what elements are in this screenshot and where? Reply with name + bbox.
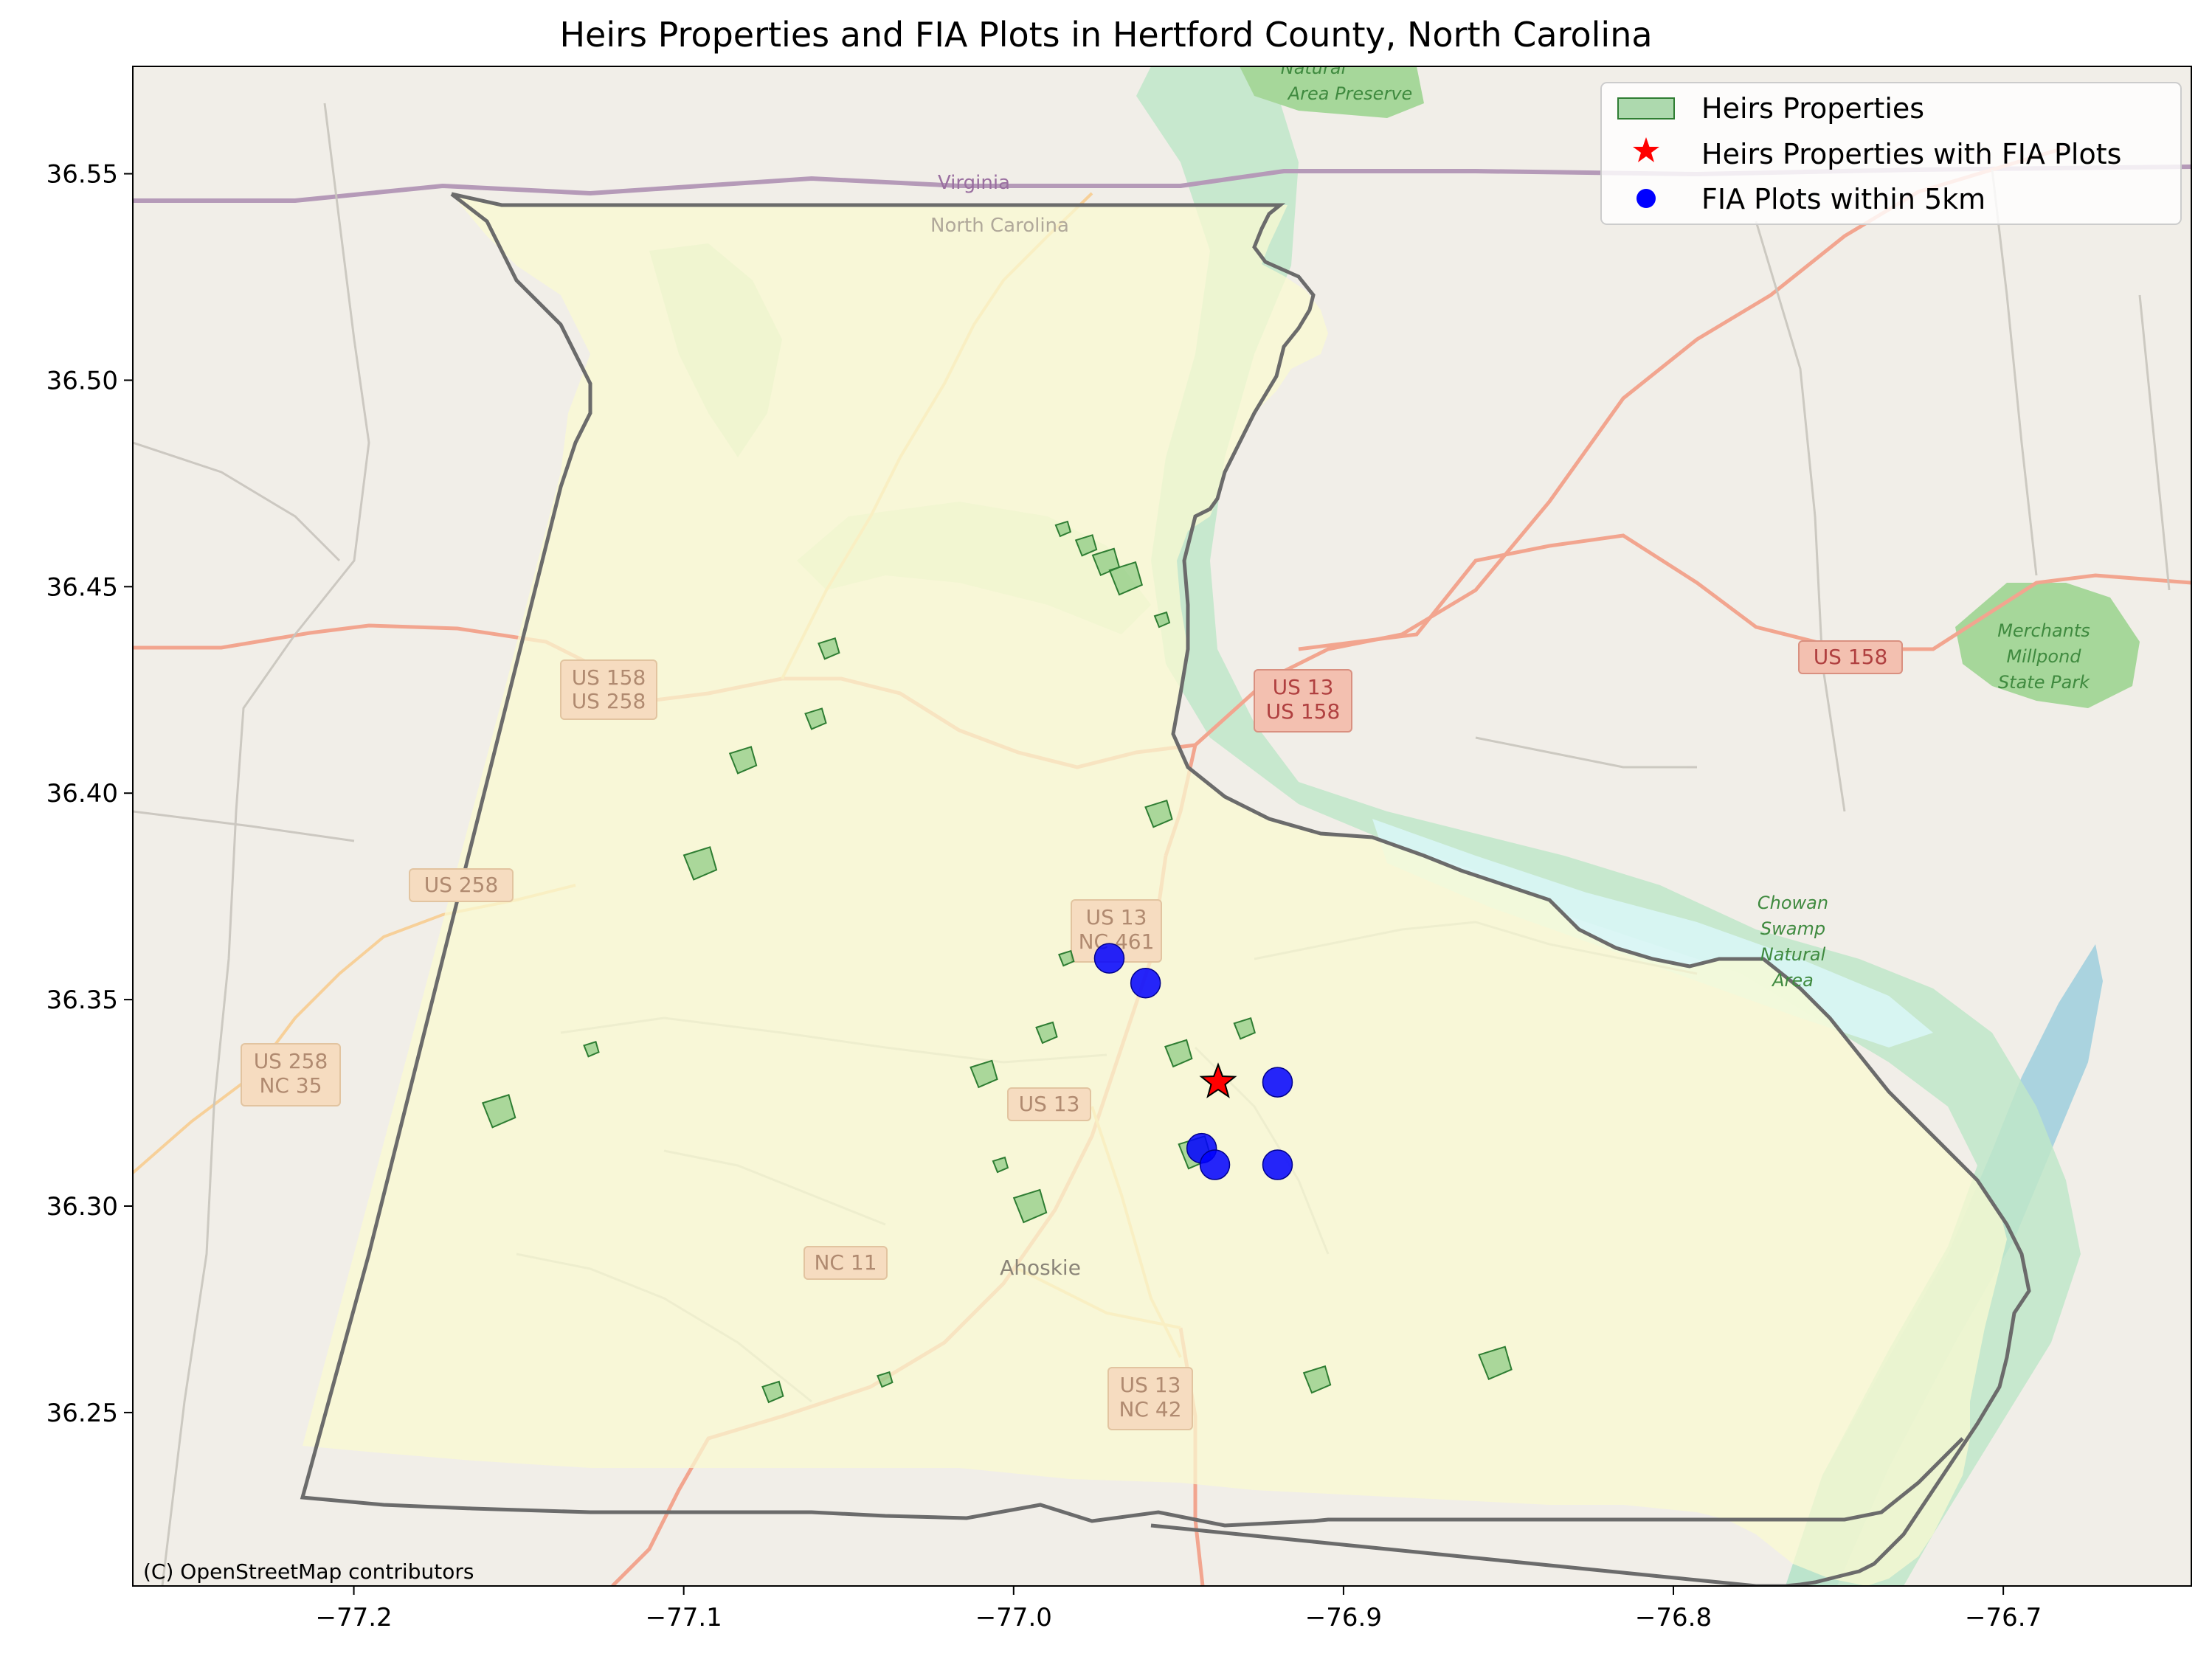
fia-plots-layer — [1093, 943, 1293, 1180]
svg-text:NC 42: NC 42 — [1119, 1397, 1181, 1421]
legend-marker-star — [1633, 137, 1659, 162]
svg-text:US 13: US 13 — [1120, 1373, 1181, 1397]
legend: Heirs Properties Heirs Properties with F… — [1600, 82, 2182, 225]
merchants-millpond-park — [1955, 583, 2140, 708]
county-boundary-south — [300, 193, 1964, 1528]
heirs-property-parcel — [1108, 561, 1144, 596]
heirs-property-parcel — [1302, 1365, 1332, 1394]
legend-label-heirs: Heirs Properties — [1701, 92, 1924, 125]
y-tick-label: 36.30 — [46, 1192, 118, 1222]
heirs-property-parcel — [992, 1156, 1009, 1174]
fia-plot-marker — [1093, 943, 1125, 974]
x-tick-label: −76.8 — [1635, 1603, 1712, 1632]
heirs-property-parcel — [804, 707, 827, 730]
merchants-park-label-3: State Park — [1998, 672, 2090, 693]
x-axis: −77.2 −77.1 −77.0 −76.9 −76.8 −76.7 — [315, 1586, 2042, 1632]
merchants-park-label-2: Millpond — [2006, 646, 2081, 667]
svg-text:US 258: US 258 — [254, 1049, 328, 1073]
svg-text:US 158: US 158 — [1266, 699, 1341, 724]
heirs-property-parcel — [877, 1371, 894, 1388]
area-preserve-label: Area Preserve — [1287, 83, 1413, 104]
fia-plot-marker — [1262, 1067, 1293, 1098]
svg-text:US 258: US 258 — [424, 873, 499, 897]
heirs-property-parcel — [1012, 1188, 1048, 1224]
heirs-property-parcel — [583, 1041, 600, 1058]
chowan-park-label-2: Swamp — [1760, 918, 1825, 939]
shield-us13-nc42: US 13 NC 42 — [1107, 1367, 1193, 1430]
y-axis: 36.25 36.30 36.35 36.40 36.45 36.50 36.55 — [46, 160, 133, 1428]
x-tick-label: −77.2 — [315, 1603, 392, 1632]
x-tick-label: −77.0 — [975, 1603, 1052, 1632]
y-tick-label: 36.55 — [46, 160, 118, 190]
ahoskie-label: Ahoskie — [1000, 1255, 1081, 1280]
shield-nc11: NC 11 — [803, 1246, 888, 1280]
virginia-label: Virginia — [938, 172, 1010, 194]
y-tick-label: 36.35 — [46, 986, 118, 1015]
area-preserve — [1240, 66, 1424, 118]
x-tick-label: −77.1 — [646, 1603, 722, 1632]
natural-label: Natural — [1281, 58, 1347, 78]
y-tick-label: 36.25 — [46, 1399, 118, 1428]
chart-title: Heirs Properties and FIA Plots in Hertfo… — [559, 15, 1653, 55]
heirs-property-parcel — [970, 1059, 998, 1089]
attribution-text: (C) OpenStreetMap contributors — [143, 1559, 474, 1584]
heirs-property-parcel — [1035, 1021, 1058, 1045]
x-tick-label: −76.7 — [1965, 1603, 2042, 1632]
heirs-property-parcel — [1058, 949, 1075, 967]
chowan-park-label-4: Area — [1771, 970, 1814, 991]
merchants-park-label-1: Merchants — [1997, 620, 2090, 641]
north-carolina-label: North Carolina — [930, 215, 1069, 237]
shield-us158-east: US 158 — [1798, 640, 1903, 674]
legend-label-circle: FIA Plots within 5km — [1701, 183, 1985, 215]
svg-text:US 13: US 13 — [1019, 1092, 1080, 1116]
shield-us13: US 13 — [1007, 1087, 1091, 1121]
legend-box — [1600, 82, 2182, 225]
x-tick-label: −76.9 — [1305, 1603, 1382, 1632]
y-tick-label: 36.40 — [46, 779, 118, 808]
heirs-property-parcel — [682, 846, 718, 881]
heirs-property-parcel — [818, 637, 840, 660]
chowan-park-label-3: Natural — [1760, 944, 1826, 965]
heirs-property-parcel — [1054, 520, 1072, 538]
legend-patch-heirs — [1617, 97, 1675, 120]
svg-text:US 13: US 13 — [1273, 675, 1334, 699]
svg-text:NC 35: NC 35 — [259, 1073, 322, 1098]
svg-text:NC 11: NC 11 — [814, 1250, 877, 1275]
fia-plot-marker — [1130, 967, 1161, 999]
axes-frame — [132, 66, 2192, 1587]
svg-text:US 13: US 13 — [1086, 905, 1147, 929]
svg-text:US 258: US 258 — [572, 689, 646, 713]
svg-text:US 158: US 158 — [1814, 645, 1888, 669]
legend-label-star: Heirs Properties with FIA Plots — [1701, 138, 2121, 170]
shield-us258-nc35: US 258 NC 35 — [241, 1043, 341, 1106]
heirs-property-parcel — [481, 1093, 516, 1129]
heirs-property-parcel — [1144, 799, 1173, 828]
heirs-property-parcel — [728, 746, 758, 775]
y-tick-label: 36.45 — [46, 572, 118, 602]
heirs-property-parcel — [1478, 1345, 1513, 1381]
heirs-with-fia-star — [1199, 1062, 1237, 1098]
y-tick-label: 36.50 — [46, 366, 118, 395]
fia-plot-marker — [1262, 1149, 1293, 1180]
heirs-properties-layer — [481, 520, 1513, 1404]
basemap: Virginia North Carolina Ahoskie Area Pre… — [133, 58, 2191, 1586]
heirs-property-parcel — [1233, 1017, 1256, 1040]
shield-us258: US 258 — [409, 868, 514, 902]
shield-us13-us158: US 13 US 158 — [1254, 669, 1352, 732]
heirs-property-parcel — [1074, 534, 1098, 557]
county-fill — [303, 194, 2007, 1586]
fia-plot-marker — [1199, 1149, 1231, 1180]
heirs-property-parcel — [1153, 611, 1171, 628]
heirs-with-fia-layer — [1199, 1062, 1237, 1098]
shield-us158-us258: US 158 US 258 — [560, 659, 657, 720]
legend-marker-circle — [1636, 189, 1656, 208]
chowan-park-label-1: Chowan — [1757, 893, 1828, 913]
shield-us13-nc461: US 13 NC 461 — [1071, 899, 1162, 963]
heirs-property-parcel — [761, 1380, 784, 1404]
county-boundary — [451, 192, 2031, 1586]
heirs-property-parcel — [1164, 1039, 1193, 1068]
svg-text:US 158: US 158 — [572, 665, 646, 690]
